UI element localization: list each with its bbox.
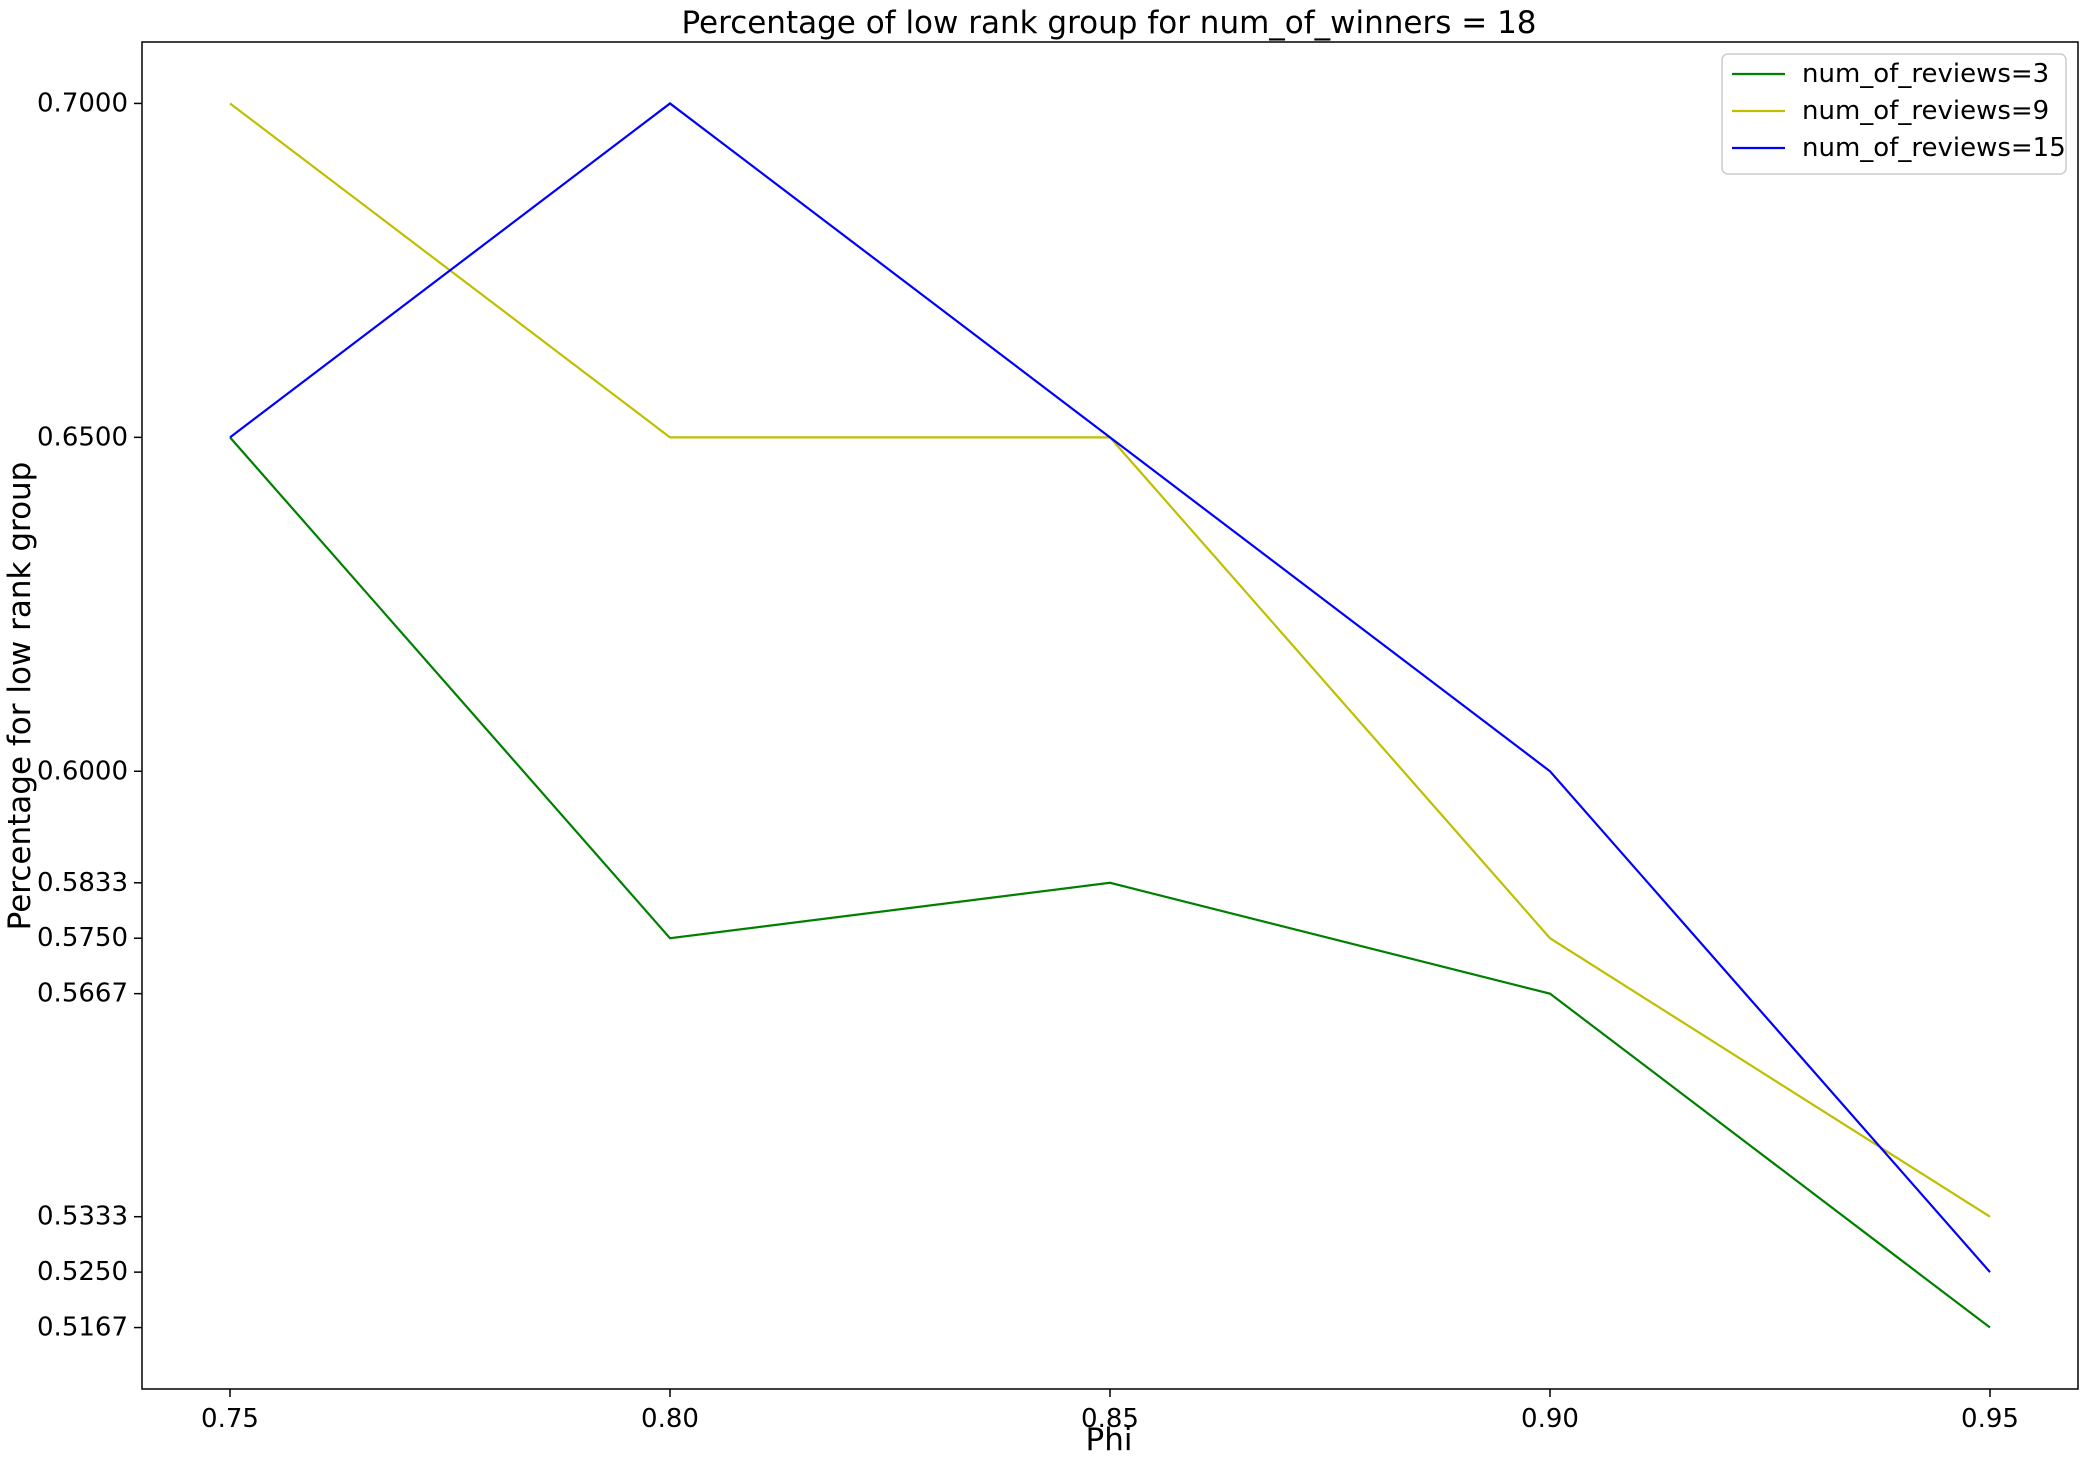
x-tick-label: 0.90 — [1521, 1404, 1579, 1434]
chart-title: Percentage of low rank group for num_of_… — [681, 5, 1536, 41]
legend-label-2: num_of_reviews=9 — [1802, 96, 2049, 126]
y-tick-label: 0.5833 — [37, 868, 128, 898]
y-tick-label: 0.5250 — [37, 1257, 128, 1287]
plot-area-frame — [141, 41, 2079, 1390]
x-axis-ticks: 0.75 0.80 0.85 0.90 0.95 — [201, 1389, 2019, 1434]
x-tick-label: 0.95 — [1961, 1404, 2019, 1434]
y-tick-label: 0.5333 — [37, 1202, 128, 1232]
legend-box — [1721, 53, 2067, 175]
legend-label-3: num_of_reviews=15 — [1802, 133, 2066, 163]
series-layer — [229, 102, 1991, 1329]
series-line-3 — [229, 102, 1991, 1273]
legend: num_of_reviews=3 num_of_reviews=9 num_of_r… — [1721, 53, 2067, 175]
y-tick-label: 0.5167 — [37, 1313, 128, 1343]
y-tick-label: 0.5750 — [37, 923, 128, 953]
x-axis-label: Phi — [1086, 1422, 1133, 1458]
y-axis-ticks: 0.7000 0.6500 0.6000 0.5833 0.5750 0.5667 0.53… — [37, 88, 142, 1343]
series-line-1 — [229, 436, 1991, 1329]
y-tick-label: 0.6000 — [37, 756, 128, 786]
y-tick-label: 0.7000 — [37, 88, 128, 118]
y-tick-label: 0.6500 — [37, 422, 128, 452]
y-tick-label: 0.5667 — [37, 979, 128, 1009]
x-tick-label: 0.75 — [201, 1404, 259, 1434]
x-tick-label: 0.80 — [641, 1404, 699, 1434]
legend-label-1: num_of_reviews=3 — [1802, 59, 2049, 89]
y-axis-label: Percentage for low rank group — [2, 462, 38, 931]
x-tick-label: 0.85 — [1081, 1404, 1139, 1434]
